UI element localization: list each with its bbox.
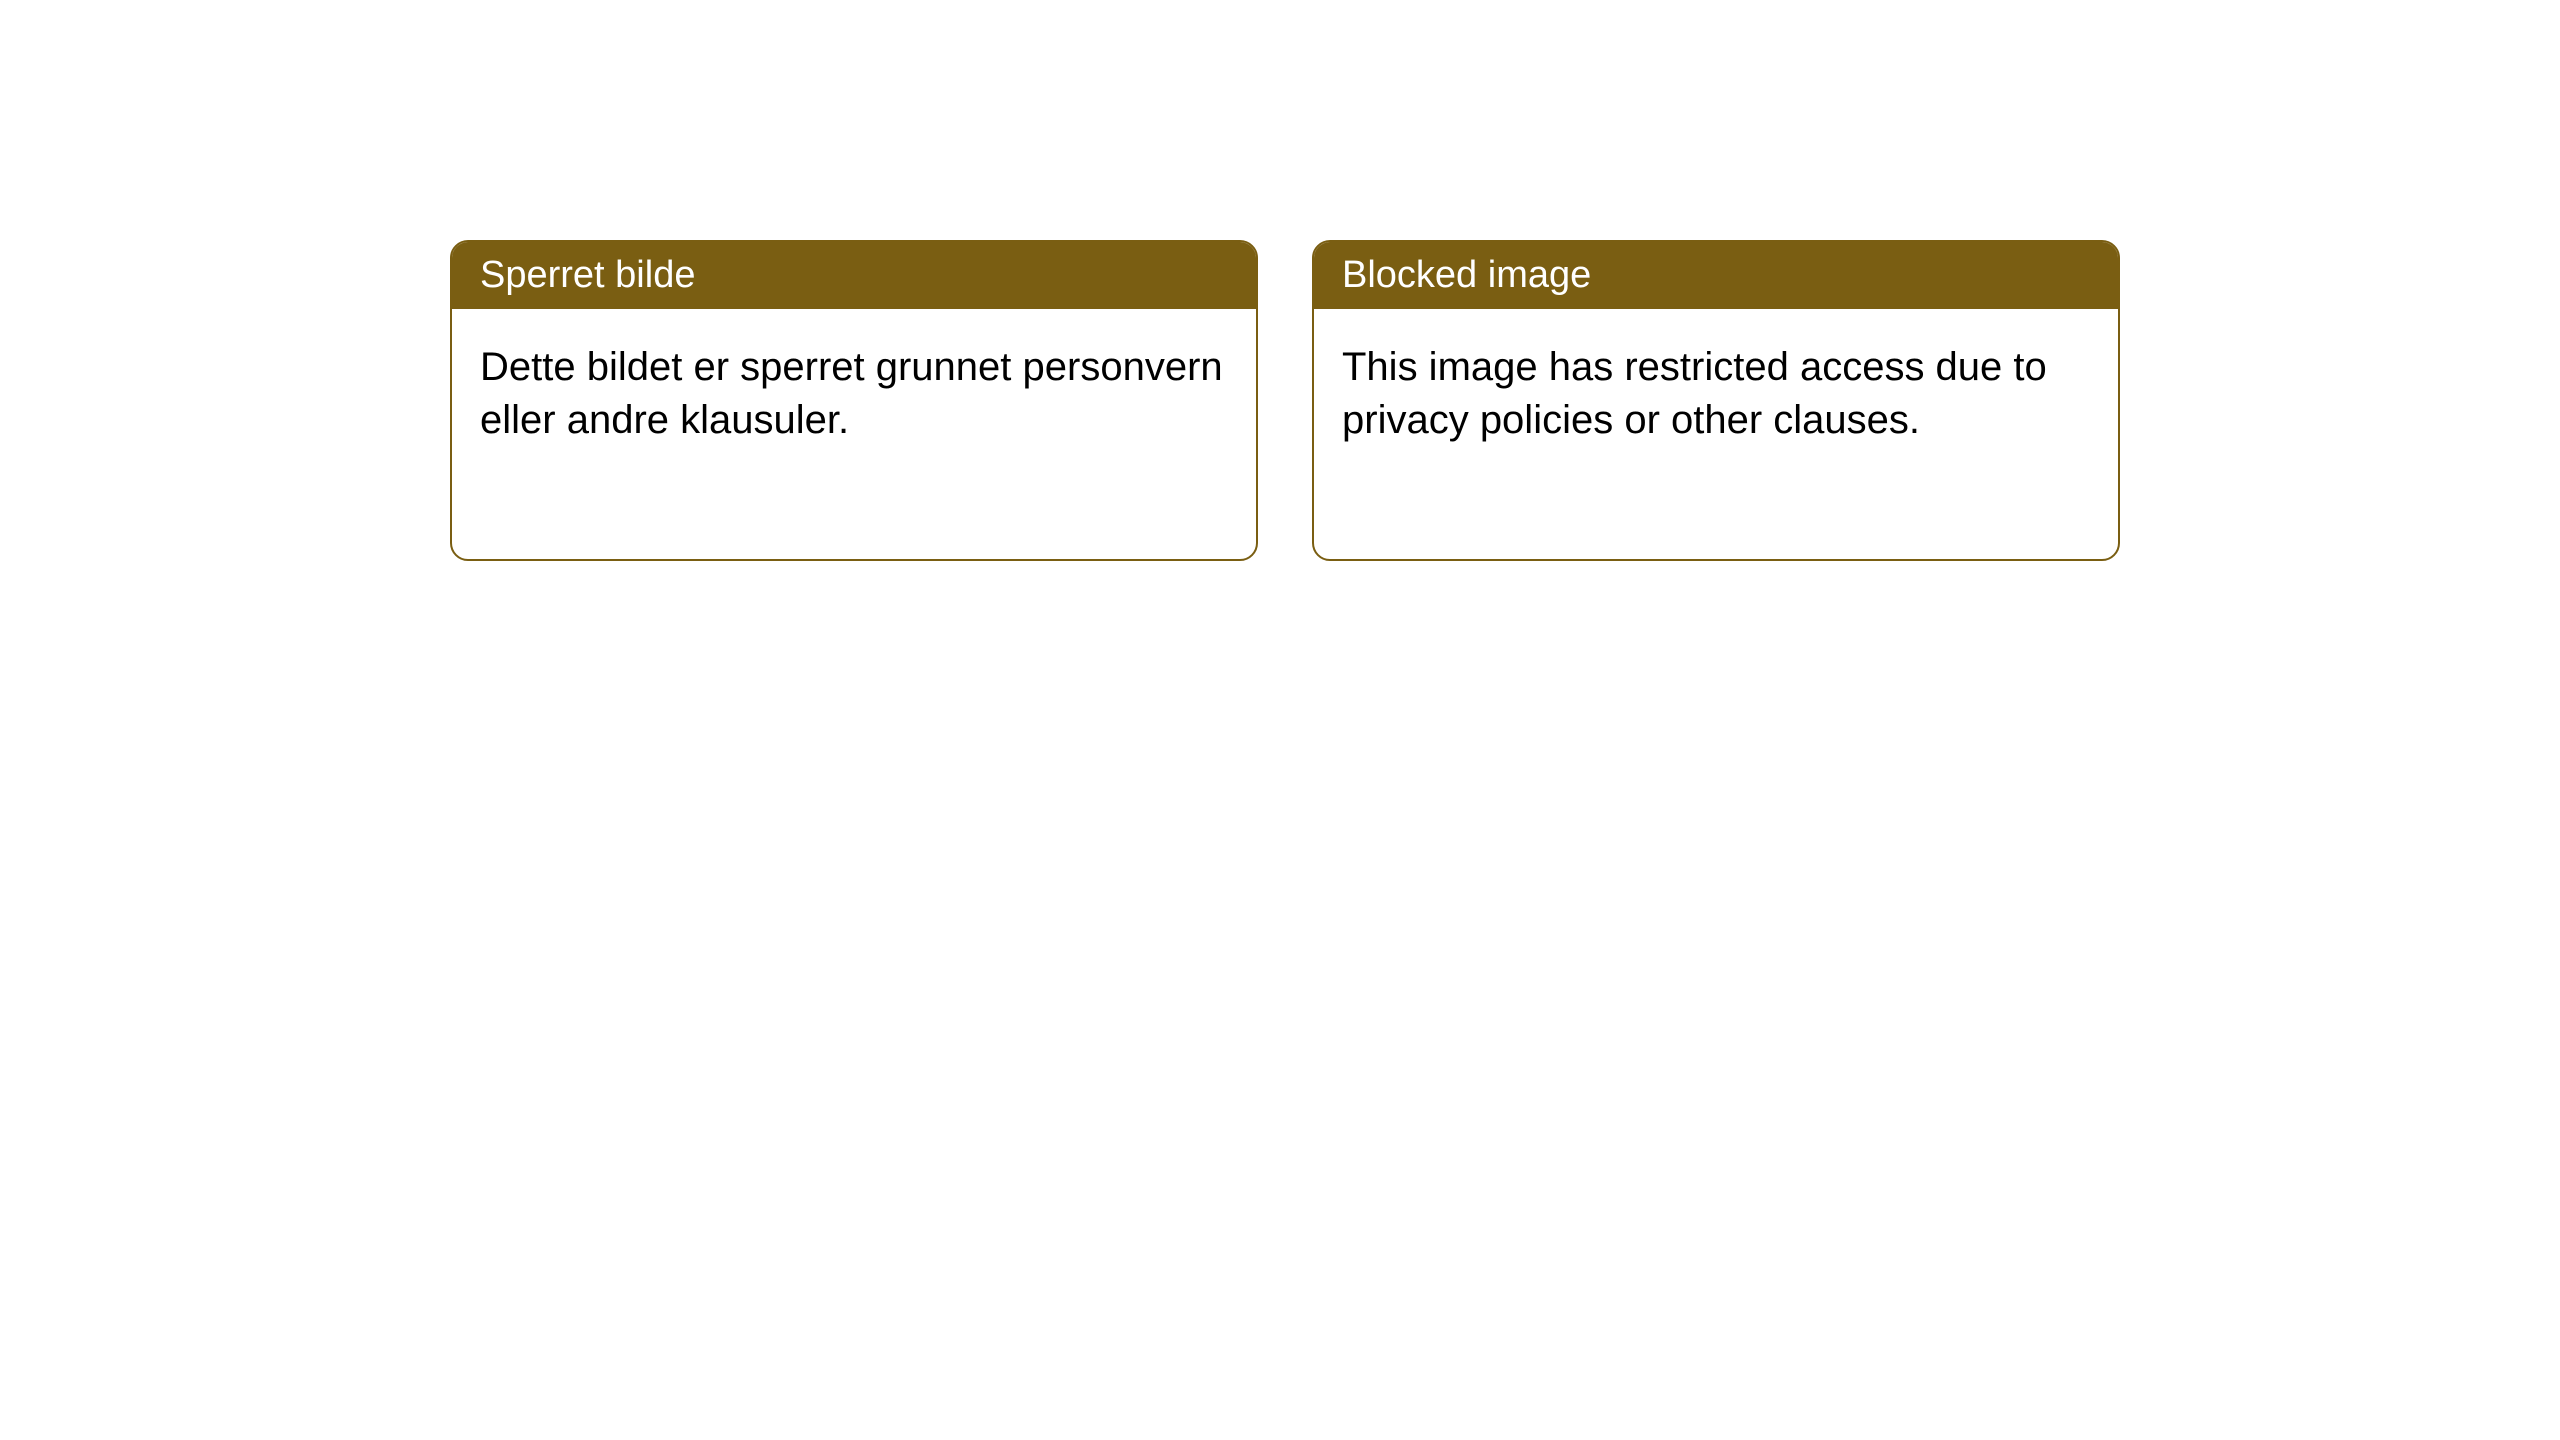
body-text: Dette bildet er sperret grunnet personve…	[480, 345, 1223, 442]
body-text: This image has restricted access due to …	[1342, 345, 2047, 442]
card-container: Sperret bilde Dette bildet er sperret gr…	[450, 240, 2120, 561]
header-text: Blocked image	[1342, 254, 1591, 296]
card-norwegian: Sperret bilde Dette bildet er sperret gr…	[450, 240, 1258, 561]
header-text: Sperret bilde	[480, 254, 695, 296]
card-header-norwegian: Sperret bilde	[452, 242, 1256, 309]
card-english: Blocked image This image has restricted …	[1312, 240, 2120, 561]
card-header-english: Blocked image	[1314, 242, 2118, 309]
card-body-english: This image has restricted access due to …	[1314, 309, 2118, 559]
card-body-norwegian: Dette bildet er sperret grunnet personve…	[452, 309, 1256, 559]
